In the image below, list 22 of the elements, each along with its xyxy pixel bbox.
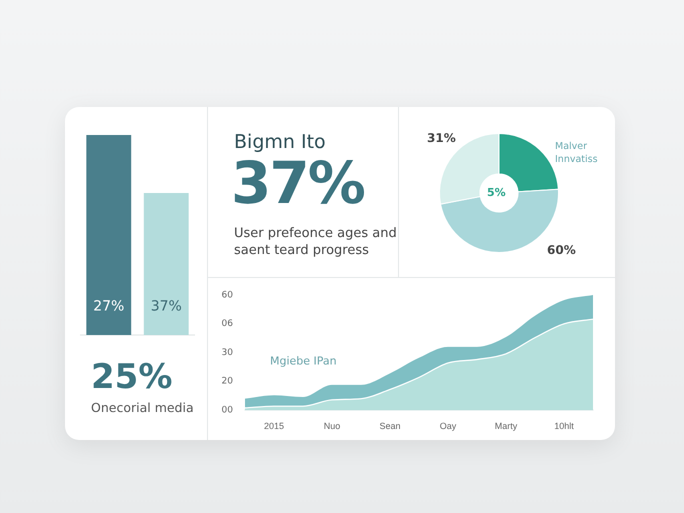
text: 20 [222,376,234,387]
text: 60 [222,290,234,300]
text: Malver Innvatiss [555,140,598,166]
x-tick-label: 2015 [264,421,284,432]
annotation: Mgiebe IPan [270,354,337,368]
text: 30 [222,348,234,358]
x-tick-label: 10hlt [554,421,574,432]
text: 31% [427,131,456,145]
text: 25% [91,357,172,397]
text: Onecorial media [91,400,194,415]
annotation: 37% [150,298,182,315]
x-tick-label: Nuo [324,421,340,432]
text: User prefeonce ages and saent teard progress [234,225,398,259]
x-tick-label: Oay [440,421,457,432]
text: 06 [222,319,234,330]
text: 60% [547,243,576,257]
text: Bigmn Ito [234,131,326,153]
text: 5% [487,186,506,199]
x-tick-label: Sean [379,421,401,432]
text: 00 [222,406,234,416]
x-tick-label: Marty [494,421,518,432]
annotation: 27% [93,298,124,315]
